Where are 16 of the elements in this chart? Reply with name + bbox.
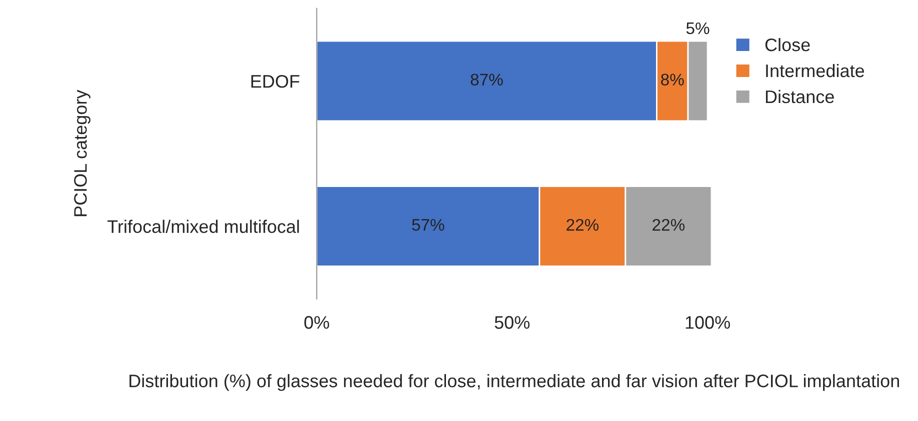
legend-label: Intermediate [766, 64, 864, 78]
legend-label: Distance [766, 90, 834, 104]
x-tick-label: 50% [494, 316, 530, 329]
y-axis-title: PCIOL category [74, 90, 90, 216]
data-label: 8% [661, 74, 684, 86]
data-label: 57% [412, 219, 444, 231]
x-tick-label: 0% [304, 316, 330, 329]
legend-label: Close [765, 38, 810, 52]
y-tick-label: Trifocal/mixed multifocal [107, 220, 299, 234]
data-label: 5% [686, 22, 710, 34]
data-label: 87% [470, 74, 503, 86]
data-label: 22% [652, 218, 685, 231]
data-label: 22% [566, 218, 599, 231]
x-tick-label: 100% [686, 316, 730, 329]
y-tick-label: EDOF [251, 74, 300, 88]
x-axis-title: Distribution (%) of glasses needed for close, intermediate and far vision after PCIOL implantation [130, 374, 899, 391]
